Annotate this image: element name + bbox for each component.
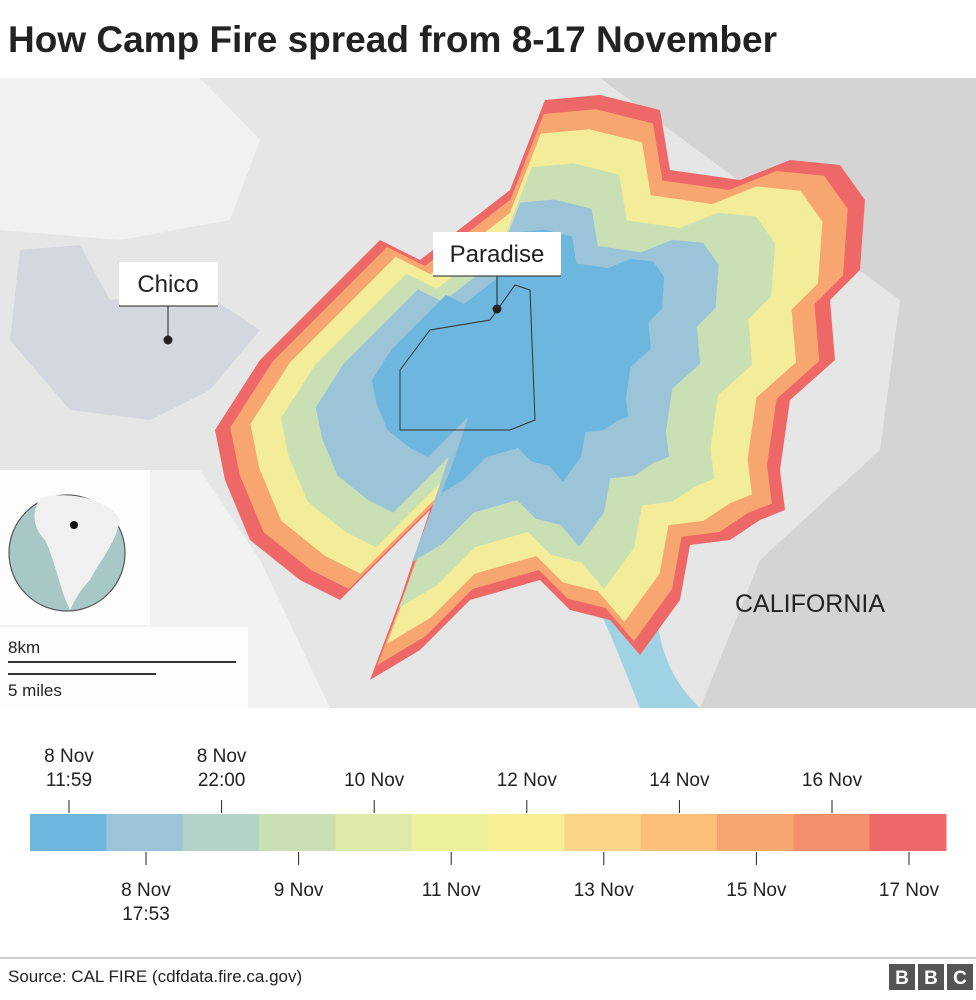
legend-label: 11:59 <box>46 770 92 791</box>
legend-label: 11 Nov <box>422 880 481 901</box>
logo-box <box>918 964 944 990</box>
paradise-label-box <box>433 232 561 276</box>
legend-label: 13 Nov <box>574 880 635 901</box>
legend-label: 22:00 <box>198 770 246 791</box>
legend-label: 9 Nov <box>274 880 324 901</box>
legend-label: 17:53 <box>122 904 170 925</box>
paradise-label: Paradise <box>450 241 545 268</box>
title: How Camp Fire spread from 8-17 November <box>8 19 777 60</box>
legend-swatch <box>182 814 260 851</box>
legend-swatch <box>335 814 413 851</box>
logo-box <box>889 964 915 990</box>
state-label: CALIFORNIA <box>735 590 885 618</box>
legend-swatch <box>564 814 642 851</box>
town-dot <box>492 304 502 314</box>
legend-label: 12 Nov <box>497 770 558 791</box>
logo-letter: B <box>895 968 909 989</box>
chico-label: Chico <box>137 271 198 298</box>
scale-miles: 5 miles <box>8 681 62 700</box>
legend-swatch <box>717 814 794 851</box>
map: Chico Paradise CALIFORNIA 8km 5 miles <box>0 78 976 708</box>
legend-swatch <box>640 814 718 851</box>
town-dot <box>163 335 173 345</box>
logo-letter: C <box>953 968 967 989</box>
legend-swatch <box>30 814 107 851</box>
chico-label-box <box>119 262 218 306</box>
legend-swatch <box>793 814 871 851</box>
legend-swatch <box>488 814 565 851</box>
legend-label: 14 Nov <box>649 770 710 791</box>
legend-label: 15 Nov <box>726 880 787 901</box>
location-dot <box>70 521 78 529</box>
legend-swatch <box>259 814 336 851</box>
scale-km: 8km <box>8 638 40 657</box>
scale-box <box>0 627 248 708</box>
logo-box <box>947 964 973 990</box>
legend-label: 10 Nov <box>344 770 405 791</box>
legend-swatch <box>411 814 489 851</box>
paradise-boundary <box>399 284 536 431</box>
globe-land <box>34 495 120 610</box>
legend: 8 Nov 11:59 8 Nov 22:00 10 Nov 12 Nov 14 Nov 16… <box>30 746 947 925</box>
legend-label: 8 Nov <box>121 880 171 901</box>
chico-area <box>10 245 260 420</box>
legend-swatch <box>869 814 947 851</box>
legend-label: 8 Nov <box>197 746 247 767</box>
logo-letter: B <box>924 968 938 989</box>
mountains <box>600 78 976 708</box>
legend-label: 17 Nov <box>879 880 940 901</box>
legend-label: 8 Nov <box>44 746 94 767</box>
legend-swatch <box>106 814 184 851</box>
plain <box>0 78 260 240</box>
legend-label: 16 Nov <box>802 770 863 791</box>
source: Source: CAL FIRE (cdfdata.fire.ca.gov) <box>8 967 302 986</box>
